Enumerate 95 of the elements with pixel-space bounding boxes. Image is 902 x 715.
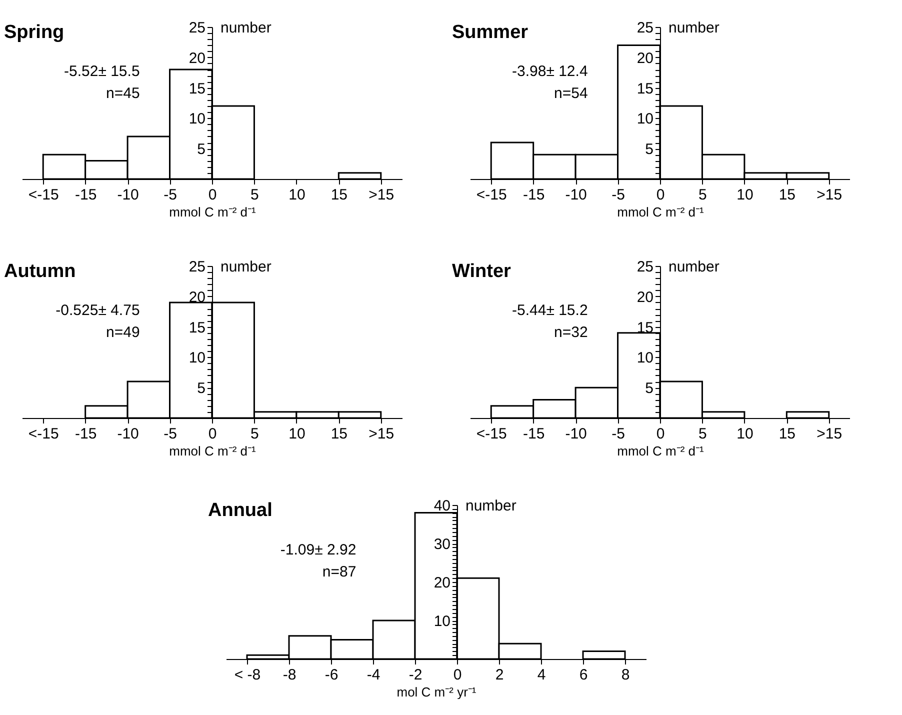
y-axis-title: number xyxy=(668,20,720,36)
x-axis-title: mmol C m⁻² d⁻¹ xyxy=(617,204,705,220)
x-axis-title: mmol C m⁻² d⁻¹ xyxy=(169,204,257,220)
annotation: -0.525± 4.75 xyxy=(56,302,140,320)
x-tick-label: -15 xyxy=(522,186,545,204)
annotation: n=32 xyxy=(554,324,588,342)
x-tick-label: 2 xyxy=(495,666,504,684)
x-tick-label: -10 xyxy=(117,186,139,204)
y-tick-label: 15 xyxy=(188,319,206,336)
x-tick-label: -10 xyxy=(117,426,139,442)
x-tick-label: -15 xyxy=(522,426,545,442)
x-tick-label: 0 xyxy=(208,186,217,204)
y-tick-label: 25 xyxy=(636,258,654,276)
annotation: n=49 xyxy=(106,324,140,342)
x-tick-label: <-15 xyxy=(28,426,59,442)
chart-title: Summer xyxy=(452,22,529,43)
y-tick-label: 20 xyxy=(188,288,206,306)
y-axis-title: number xyxy=(466,498,516,514)
y-tick-label: 15 xyxy=(188,80,206,98)
x-tick-label: >15 xyxy=(816,186,842,204)
y-tick-label: 10 xyxy=(188,350,206,367)
x-tick-label: 6 xyxy=(579,666,588,684)
x-tick-label: 0 xyxy=(208,426,217,442)
x-tick-label: -5 xyxy=(164,426,177,442)
y-tick-label: 10 xyxy=(188,110,206,128)
x-tick-label: >15 xyxy=(368,186,394,204)
x-tick-label: 15 xyxy=(330,186,348,204)
x-tick-label: -4 xyxy=(366,666,380,684)
x-tick-label: -10 xyxy=(565,186,587,204)
x-axis-title: mmol C m⁻² d⁻¹ xyxy=(169,444,257,458)
annotation: n=45 xyxy=(106,85,140,102)
x-tick-label: 8 xyxy=(621,666,630,684)
x-tick-label: 10 xyxy=(736,426,754,442)
y-axis-title: number xyxy=(220,20,272,36)
x-tick-label: 0 xyxy=(656,186,665,204)
x-tick-label: 0 xyxy=(656,426,665,442)
x-tick-label: -5 xyxy=(612,186,625,204)
x-tick-label: -6 xyxy=(324,666,338,684)
y-tick-label: 5 xyxy=(197,380,206,398)
y-tick-label: 20 xyxy=(188,50,206,67)
x-tick-label: >15 xyxy=(816,426,842,442)
x-tick-label: 10 xyxy=(288,186,306,204)
y-tick-label: 10 xyxy=(636,350,654,367)
y-tick-label: 25 xyxy=(188,258,206,276)
chart-title: Winter xyxy=(452,261,512,282)
x-tick-label: -15 xyxy=(74,426,97,442)
x-tick-label: -5 xyxy=(612,426,625,442)
x-tick-label: 10 xyxy=(288,426,306,442)
y-axis-title: number xyxy=(220,258,272,276)
annotation: n=54 xyxy=(554,85,588,102)
x-tick-label: -2 xyxy=(408,666,422,684)
y-tick-label: 25 xyxy=(636,20,654,36)
annotation: -1.09± 2.92 xyxy=(280,542,356,559)
x-tick-label: 5 xyxy=(698,186,707,204)
x-tick-label: 15 xyxy=(330,426,348,442)
x-tick-label: -5 xyxy=(164,186,177,204)
x-tick-label: <-15 xyxy=(476,426,507,442)
y-tick-label: 10 xyxy=(636,110,654,128)
x-tick-label: 15 xyxy=(778,426,796,442)
chart-title: Spring xyxy=(4,22,64,43)
annotation: -3.98± 12.4 xyxy=(512,63,588,80)
y-tick-label: 10 xyxy=(434,613,450,630)
y-tick-label: 5 xyxy=(645,380,654,398)
y-tick-label: 40 xyxy=(434,498,450,514)
x-tick-label: 5 xyxy=(250,426,259,442)
x-tick-label: <-15 xyxy=(476,186,507,204)
y-tick-label: 25 xyxy=(188,20,206,36)
annotation: -5.44± 15.2 xyxy=(512,302,588,320)
chart-title: Autumn xyxy=(4,261,76,282)
x-tick-label: 5 xyxy=(250,186,259,204)
y-tick-label: 15 xyxy=(636,80,654,98)
x-tick-label: >15 xyxy=(368,426,394,442)
x-tick-label: < -8 xyxy=(234,666,261,684)
annotation: n=87 xyxy=(322,564,356,581)
y-tick-label: 15 xyxy=(636,319,654,336)
x-tick-label: -15 xyxy=(74,186,97,204)
x-tick-label: 4 xyxy=(537,666,546,684)
x-tick-label: -10 xyxy=(565,426,587,442)
x-tick-label: 15 xyxy=(778,186,796,204)
y-tick-label: 20 xyxy=(434,574,450,592)
x-tick-label: 5 xyxy=(698,426,707,442)
x-tick-label: 10 xyxy=(736,186,754,204)
annotation: -5.52± 15.5 xyxy=(64,63,140,80)
x-tick-label: <-15 xyxy=(28,186,59,204)
x-tick-label: 0 xyxy=(453,666,462,684)
x-axis-title: mmol C m⁻² d⁻¹ xyxy=(617,444,705,458)
chart-title: Annual xyxy=(208,500,272,521)
y-axis-title: number xyxy=(668,258,720,276)
y-tick-label: 20 xyxy=(636,288,654,306)
y-tick-label: 30 xyxy=(434,536,450,553)
y-tick-label: 5 xyxy=(645,141,654,158)
x-axis-title: mol C m⁻² yr⁻¹ xyxy=(396,684,477,700)
x-tick-label: -8 xyxy=(282,666,296,684)
y-tick-label: 5 xyxy=(197,141,206,158)
y-tick-label: 20 xyxy=(636,50,654,67)
